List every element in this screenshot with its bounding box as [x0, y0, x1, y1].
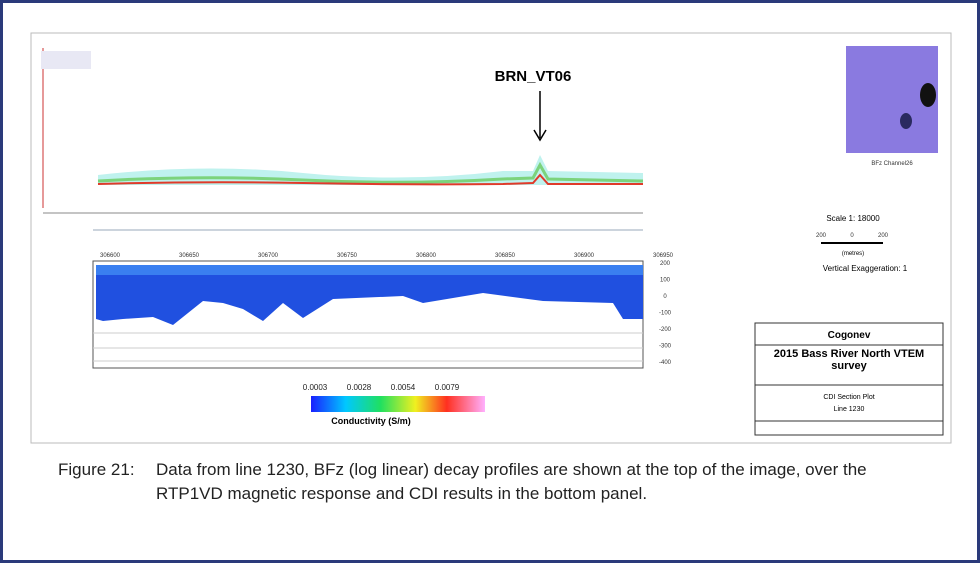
exaggeration: Vertical Exaggeration: 1	[823, 264, 908, 273]
scale-title: Scale 1: 18000	[826, 214, 880, 223]
callout: BRN_VT06	[495, 68, 572, 85]
colorbar	[311, 396, 485, 412]
easting-label: 306800	[416, 253, 437, 259]
figure: BRN_VT06 306600 306650 306700 306750 306800 3…	[30, 32, 952, 444]
anomaly	[900, 113, 912, 129]
arrow-head	[533, 129, 547, 142]
depth-label: -300	[659, 344, 672, 350]
easting-label: 306750	[337, 253, 358, 259]
colorbar-tick: 0.0028	[347, 383, 372, 392]
caption-text: Data from line 1230, BFz (log linear) de…	[156, 460, 867, 503]
depth-label: -400	[659, 360, 672, 366]
company: Cogonev	[828, 330, 871, 341]
legend-stub	[41, 51, 91, 69]
easting-label: 306600	[100, 253, 121, 259]
depth-label: 100	[660, 278, 671, 284]
easting-label: 306700	[258, 253, 279, 259]
title-block	[754, 322, 944, 436]
cdi-layer	[96, 265, 643, 275]
scale-label: 0	[850, 233, 854, 239]
colorbar-tick: 0.0003	[303, 383, 328, 392]
depth-label: 200	[660, 261, 671, 267]
easting-label: 306950	[653, 253, 674, 259]
colorbar-tick: 0.0079	[435, 383, 460, 392]
plot-name: CDI Section Plot	[823, 394, 874, 401]
scale-label: 200	[816, 233, 827, 239]
line-name: Line 1230	[834, 406, 865, 413]
scale-label: 200	[878, 233, 889, 239]
caption: Figure 21: Data from line 1230, BFz (log …	[58, 458, 938, 506]
easting-label: 306650	[179, 253, 200, 259]
depth-label: -100	[659, 311, 672, 317]
colorbar-tick: 0.0054	[391, 383, 416, 392]
colorbar-label: Conductivity (S/m)	[331, 416, 411, 426]
cdi-section	[96, 265, 643, 325]
easting-label: 306900	[574, 253, 595, 259]
profile	[97, 173, 643, 186]
profile	[97, 161, 644, 184]
easting-label: 306850	[495, 253, 516, 259]
scale-unit: (metres)	[842, 251, 864, 257]
depth-label: -200	[659, 327, 672, 333]
thumbnail-label: BFz Channel26	[871, 161, 913, 167]
anomaly	[920, 83, 936, 107]
caption-number: Figure 21:	[58, 460, 135, 479]
survey: 2015 Bass River North VTEM survey	[773, 348, 925, 372]
depth-label: 0	[663, 294, 667, 300]
